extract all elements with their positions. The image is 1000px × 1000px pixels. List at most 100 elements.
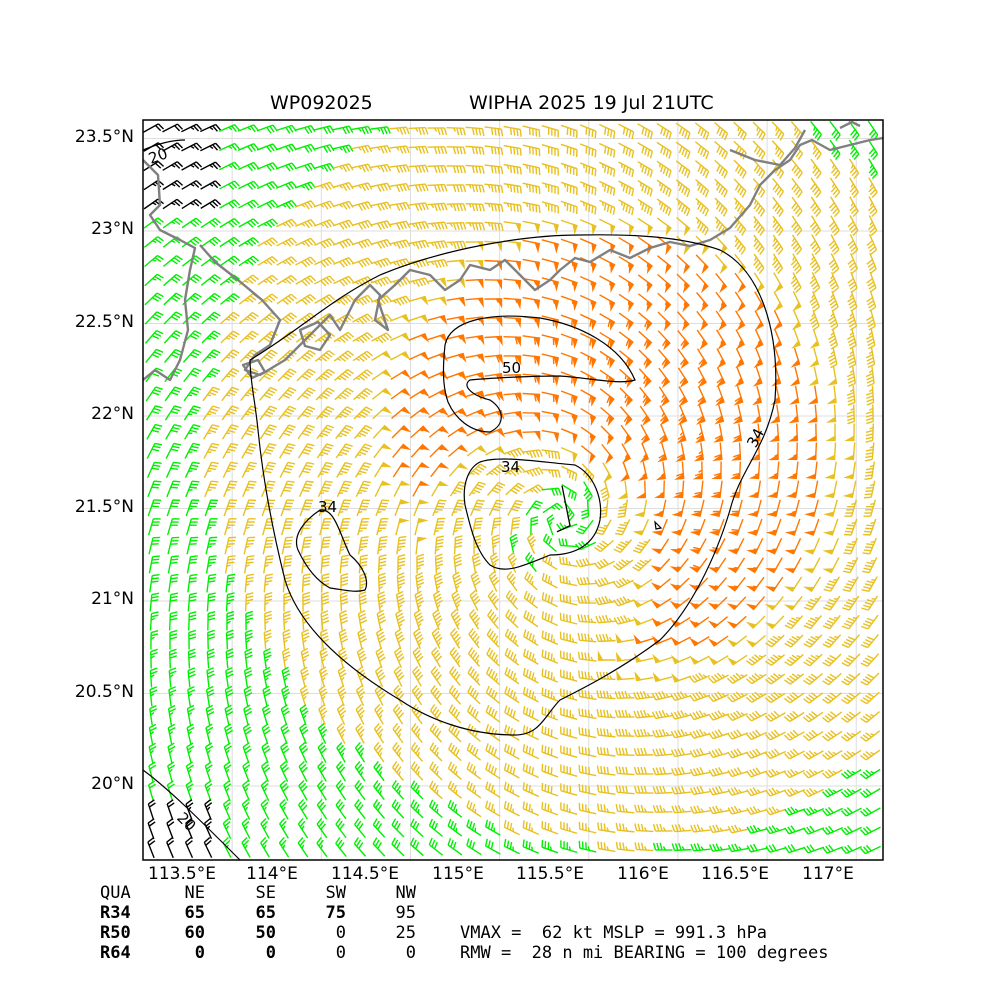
wind-barb bbox=[822, 537, 840, 555]
wind-barb bbox=[204, 499, 219, 517]
wind-barb bbox=[507, 552, 518, 573]
wind-barb bbox=[434, 553, 444, 574]
wind-barb bbox=[201, 330, 221, 344]
wind-barb bbox=[714, 254, 728, 275]
wind-barb bbox=[638, 312, 653, 332]
wind-barb bbox=[240, 424, 258, 440]
wind-barb bbox=[259, 424, 277, 440]
wind-barb bbox=[143, 217, 164, 229]
wind-barb bbox=[581, 499, 590, 520]
wind-barb bbox=[867, 215, 878, 236]
wind-barb bbox=[200, 236, 222, 248]
wind-barb bbox=[465, 183, 485, 193]
wind-barb bbox=[203, 424, 220, 440]
wind-barb bbox=[200, 274, 221, 286]
wind-barb bbox=[351, 144, 373, 154]
wind-barb bbox=[372, 424, 393, 439]
wind-barb bbox=[731, 423, 743, 443]
wind-barb bbox=[542, 502, 564, 514]
wind-barb bbox=[734, 235, 746, 255]
wind-barb bbox=[619, 406, 633, 427]
wind-barb bbox=[579, 143, 597, 158]
wind-barb bbox=[279, 461, 296, 478]
wind-barb bbox=[453, 535, 463, 555]
wind-barb bbox=[773, 310, 783, 331]
wind-barb bbox=[541, 144, 559, 157]
wind-barb bbox=[843, 537, 858, 555]
wind-barb bbox=[671, 499, 686, 518]
wind-barb bbox=[810, 121, 822, 141]
wind-barb bbox=[163, 292, 183, 306]
wind-barb bbox=[729, 461, 742, 480]
wind-barb bbox=[201, 311, 221, 325]
table-cell: 0 bbox=[194, 943, 205, 963]
wind-barb bbox=[541, 296, 560, 311]
wind-barb bbox=[689, 518, 706, 536]
wind-barb bbox=[579, 181, 597, 196]
wind-barb bbox=[391, 425, 412, 439]
wind-barb bbox=[710, 480, 723, 499]
wind-barb bbox=[433, 517, 446, 536]
table-cell: 65 bbox=[255, 903, 276, 923]
wind-barb bbox=[618, 274, 635, 294]
wind-barb bbox=[828, 271, 840, 293]
wind-barb bbox=[617, 499, 628, 518]
wind-barb bbox=[314, 256, 335, 268]
wind-barb bbox=[355, 480, 371, 497]
wind-barb bbox=[225, 573, 236, 593]
wind-barb bbox=[790, 253, 802, 275]
wind-barb bbox=[263, 554, 274, 574]
wind-barb bbox=[397, 554, 406, 574]
wind-barb bbox=[823, 595, 841, 611]
wind-barb bbox=[446, 240, 467, 250]
wind-barb bbox=[809, 234, 821, 256]
wind-barb bbox=[220, 293, 240, 305]
wind-barb bbox=[314, 350, 335, 362]
wind-barb bbox=[185, 480, 200, 498]
wind-barb bbox=[580, 407, 597, 426]
wind-barb bbox=[599, 256, 616, 274]
wind-barb bbox=[748, 461, 761, 480]
wind-barb bbox=[370, 163, 392, 173]
wind-barb bbox=[599, 313, 616, 331]
wind-barb bbox=[735, 310, 746, 331]
wind-barb bbox=[619, 461, 630, 482]
wind-barb bbox=[696, 348, 708, 369]
wind-barb bbox=[773, 291, 783, 312]
wind-barb bbox=[357, 517, 370, 536]
wind-barb bbox=[656, 255, 672, 275]
wind-barb bbox=[541, 429, 560, 443]
wind-barb bbox=[408, 277, 430, 287]
wind-barb bbox=[849, 177, 859, 199]
wind-barb bbox=[560, 238, 578, 255]
wind-barb bbox=[146, 423, 163, 440]
wind-barb bbox=[808, 366, 819, 386]
wind-barb bbox=[712, 442, 723, 462]
wind-barb bbox=[263, 573, 273, 593]
wind-barb bbox=[638, 349, 653, 370]
wind-barb bbox=[580, 313, 597, 331]
wind-barb bbox=[658, 386, 670, 407]
wind-barb bbox=[427, 183, 448, 193]
wind-barb bbox=[791, 196, 803, 217]
wind-barb bbox=[716, 329, 727, 350]
wind-barb bbox=[393, 480, 411, 497]
wind-barb bbox=[370, 145, 392, 154]
wind-barb bbox=[764, 595, 784, 611]
wind-barb bbox=[147, 499, 162, 517]
wind-barb bbox=[637, 123, 654, 140]
wind-barb bbox=[748, 480, 762, 499]
wind-barb bbox=[484, 335, 503, 347]
wind-barb bbox=[640, 424, 650, 445]
wind-barb bbox=[637, 198, 653, 216]
wind-barb bbox=[559, 593, 578, 606]
wind-barb bbox=[868, 196, 878, 218]
wind-barb bbox=[183, 386, 202, 402]
wind-barb bbox=[733, 385, 744, 406]
wind-barb bbox=[408, 183, 429, 193]
wind-barb bbox=[696, 329, 708, 351]
wind-barb bbox=[338, 518, 351, 536]
wind-barb bbox=[561, 484, 577, 501]
wind-barb bbox=[222, 461, 238, 478]
wind-barb bbox=[846, 366, 856, 388]
